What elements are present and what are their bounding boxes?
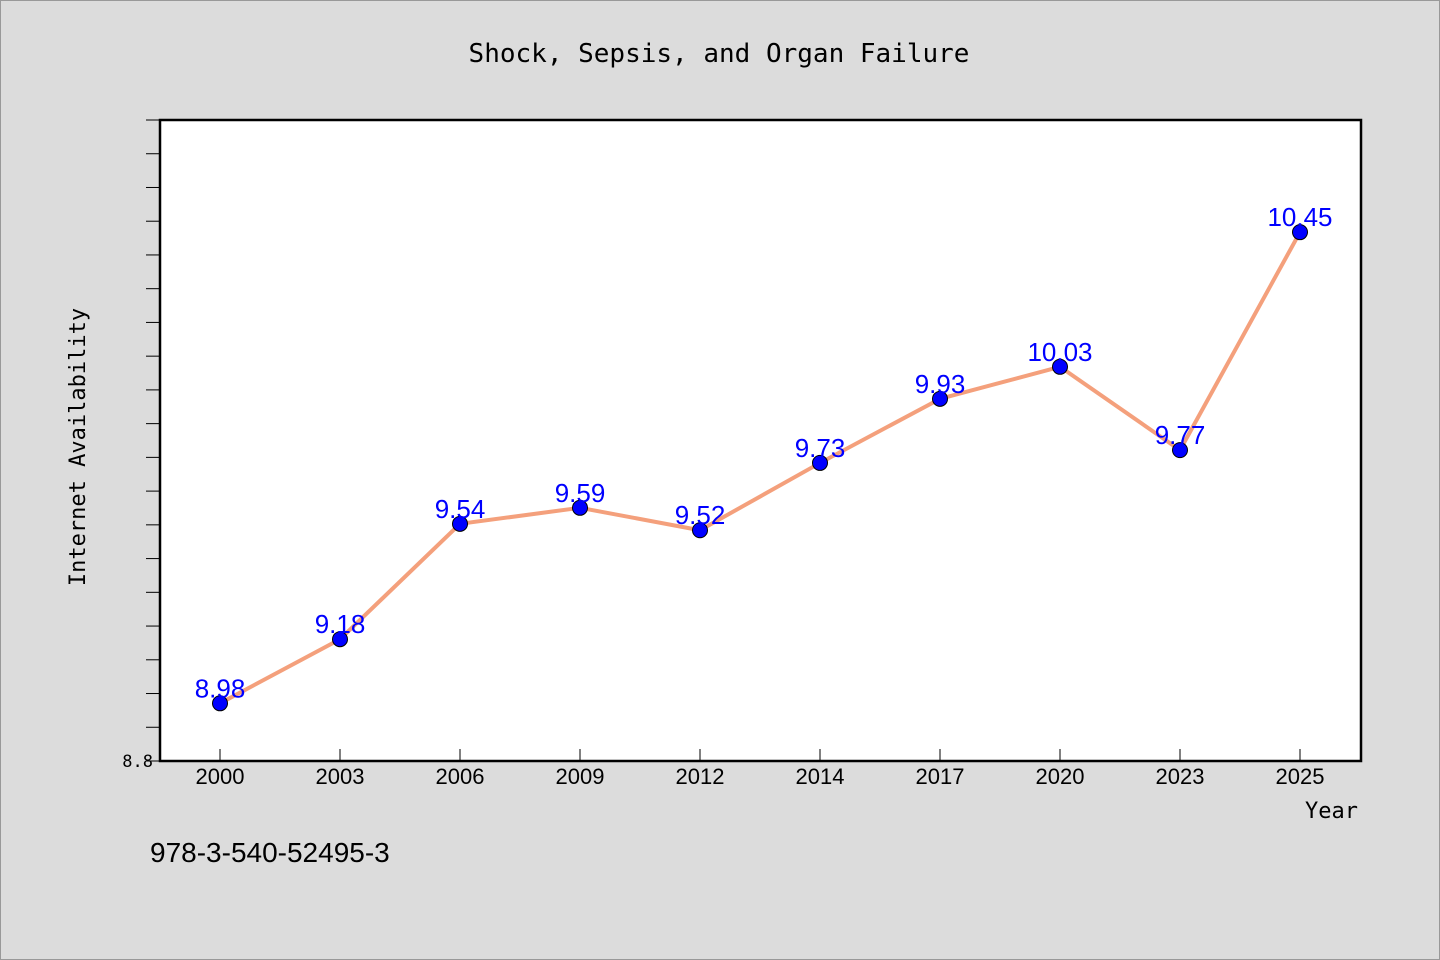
data-point [692,522,708,539]
data-point [572,499,588,516]
data-point [1052,358,1068,375]
series-layer: 8.98 9.18 9.54 9.59 9.52 9.73 9.93 10.03 9.77 10.… [195,202,1333,712]
y-axis: 8.8 [122,119,160,772]
x-tick-label: 2006 [436,764,485,789]
x-tick-label: 2017 [916,764,965,789]
data-point [1292,224,1308,241]
data-label: 9.52 [675,500,726,530]
data-point [452,515,468,532]
x-tick-label: 2009 [556,764,605,789]
x-axis-label: Year [1305,799,1358,824]
data-label: 10.03 [1027,337,1092,367]
data-label: 9.54 [435,494,486,524]
series-line [218,230,1302,706]
data-point [332,631,348,648]
data-label: 9.59 [555,478,606,508]
isbn-annotation: 978-3-540-52495-3 [150,837,390,868]
data-label: 9.93 [915,369,966,399]
x-tick-label: 2003 [316,764,365,789]
plot-area [158,118,1363,763]
data-point [932,390,948,407]
x-tick-label: 2025 [1276,764,1325,789]
data-point [212,695,228,712]
data-point [1172,442,1188,459]
x-axis: 2000 2003 2006 2009 2012 2014 2017 2020 2023 2025 [196,749,1325,789]
y-axis-label: Internet Availability [66,308,91,586]
data-label: 9.73 [795,433,846,463]
y-tick-label: 8.8 [122,752,153,772]
data-label: 8.98 [195,673,246,703]
data-label: 10.45 [1267,202,1332,232]
x-tick-label: 2012 [676,764,725,789]
x-tick-label: 2000 [196,764,245,789]
x-tick-label: 2023 [1156,764,1205,789]
chart-title: Shock, Sepsis, and Organ Failure [469,39,970,69]
data-point [812,454,828,471]
data-label: 9.77 [1155,420,1206,450]
data-label: 9.18 [315,609,366,639]
x-tick-label: 2020 [1036,764,1085,789]
x-tick-label: 2014 [796,764,845,789]
